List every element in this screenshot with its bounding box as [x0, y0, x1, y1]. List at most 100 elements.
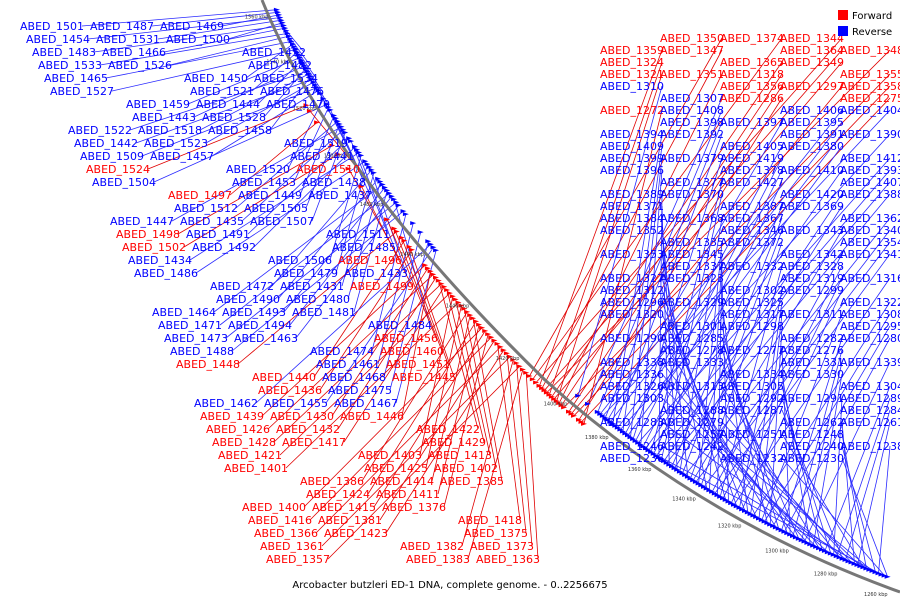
- gene-feature: [485, 332, 492, 337]
- leader-line: [690, 229, 783, 479]
- gene-label: ABED_1328: [780, 260, 844, 273]
- leader-line: [719, 265, 783, 497]
- gene-label: ABED_1345: [660, 248, 724, 261]
- gene-feature: [548, 394, 555, 399]
- leader-line: [438, 280, 479, 430]
- gene-feature: [425, 239, 432, 244]
- leader-line: [698, 241, 723, 484]
- gene-label: ABED_1409: [600, 140, 664, 153]
- gene-label: ABED_1338: [600, 356, 664, 369]
- gene-label: ABED_1331: [780, 356, 844, 369]
- gene-label: ABED_1390: [840, 128, 900, 141]
- gene-feature: [581, 421, 587, 426]
- gene-feature: [510, 357, 517, 362]
- leader-line: [841, 457, 888, 577]
- gene-label: ABED_1497: [168, 189, 232, 202]
- legend: Forward Reverse: [838, 10, 892, 38]
- scale-tick-label: 1360 kbp: [628, 467, 652, 473]
- gene-label: ABED_1509: [80, 150, 144, 163]
- leader-line: [446, 289, 485, 443]
- gene-feature: [519, 367, 526, 372]
- gene-label: ABED_1492: [192, 241, 256, 254]
- gene-label: ABED_1425: [364, 462, 428, 475]
- leader-line: [583, 109, 663, 424]
- leader-line: [661, 421, 849, 562]
- leader-line: [620, 133, 891, 430]
- leader-line: [189, 152, 360, 261]
- scale-tick-label: 1560 kbp: [245, 14, 269, 20]
- leader-line: [721, 409, 840, 558]
- gene-feature: [458, 303, 465, 308]
- leader-line: [573, 85, 891, 416]
- leader-line: [199, 73, 310, 131]
- gene-label: ABED_1246: [600, 440, 664, 453]
- gene-label: ABED_1310: [600, 80, 664, 93]
- gene-label: ABED_1439: [200, 410, 264, 423]
- gene-label: ABED_1284: [840, 404, 900, 417]
- leader-line: [730, 277, 843, 504]
- gene-feature: [500, 348, 507, 353]
- gene-label: ABED_1344: [780, 32, 844, 45]
- gene-feature: [391, 197, 398, 202]
- gene-feature: [305, 71, 312, 76]
- gene-feature: [340, 127, 347, 132]
- gene-feature: [529, 377, 536, 382]
- gene-feature: [422, 263, 429, 268]
- gene-feature: [526, 374, 533, 378]
- gene-label: ABED_1232: [720, 452, 784, 465]
- gene-feature: [366, 165, 373, 169]
- gene-label: ABED_1277: [720, 344, 784, 357]
- leader-line: [561, 73, 783, 406]
- leader-line: [661, 337, 777, 528]
- gene-label: ABED_1480: [286, 293, 350, 306]
- gene-feature: [632, 438, 639, 443]
- leader-line: [650, 181, 723, 453]
- leader-line: [285, 302, 459, 469]
- leader-line: [781, 397, 832, 554]
- leader-line: [335, 163, 368, 274]
- gene-feature: [331, 113, 338, 118]
- gene-label: ABED_1330: [780, 368, 844, 381]
- gene-feature: [384, 188, 391, 193]
- gene-feature: [358, 184, 365, 189]
- gene-feature: [878, 572, 885, 577]
- leader-line: [225, 201, 397, 339]
- gene-label: ABED_1507: [250, 215, 314, 228]
- gene-feature: [406, 244, 413, 249]
- gene-label: ABED_1326: [600, 380, 664, 393]
- gene-label: ABED_1524: [86, 163, 150, 176]
- leader-line: [674, 205, 843, 469]
- gene-feature: [310, 80, 317, 85]
- leader-line: [516, 362, 533, 547]
- gene-label: ABED_1313: [660, 380, 724, 393]
- leader-line: [219, 192, 390, 326]
- gene-label: ABED_1460: [380, 345, 444, 358]
- leader-line: [255, 243, 432, 404]
- gene-feature: [398, 235, 405, 240]
- gene-label: ABED_1471: [158, 319, 222, 332]
- leader-line: [147, 104, 307, 170]
- leader-line: [315, 346, 501, 534]
- leader-line: [177, 145, 333, 235]
- gene-label: ABED_1386: [300, 475, 364, 488]
- gene-feature: [368, 167, 375, 172]
- gene-label: ABED_1520: [226, 163, 290, 176]
- gene-label: ABED_1248: [780, 428, 844, 441]
- gene-feature: [488, 335, 495, 340]
- gene-feature: [622, 431, 629, 436]
- gene-label: ABED_1432: [276, 423, 340, 436]
- leader-line: [661, 229, 689, 477]
- gene-feature: [379, 182, 386, 187]
- leader-line: [717, 265, 723, 496]
- leader-line: [632, 157, 723, 440]
- gene-label: ABED_1472: [210, 280, 274, 293]
- gene-feature: [315, 88, 322, 93]
- gene-label: ABED_1376: [382, 501, 446, 514]
- gene-label: ABED_1430: [270, 410, 334, 423]
- scale-tick-label: 1380 kbp: [585, 435, 609, 441]
- gene-feature: [356, 150, 363, 155]
- gene-label: ABED_1292: [720, 392, 784, 405]
- gene-label: ABED_1340: [840, 224, 900, 237]
- gene-label: ABED_1441: [290, 150, 354, 163]
- gene-label: ABED_1410: [780, 164, 844, 177]
